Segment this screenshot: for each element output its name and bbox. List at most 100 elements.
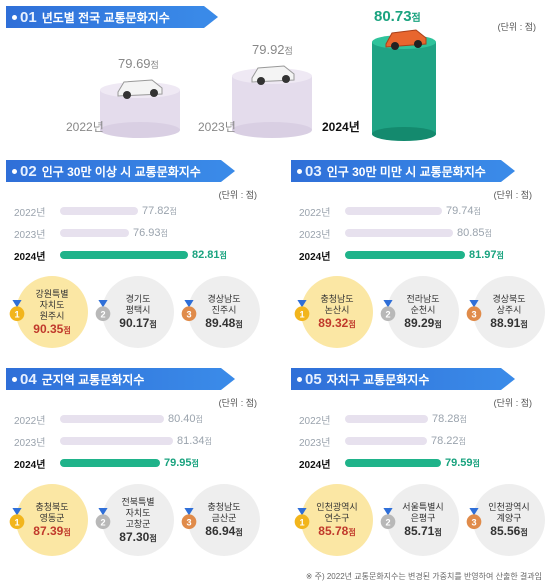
section-title: 04 군지역 교통문화지수 bbox=[6, 368, 235, 390]
bar-value: 79.74점 bbox=[446, 205, 481, 217]
year-label-2022: 2022년 bbox=[66, 120, 104, 134]
section-04: 04 군지역 교통문화지수 (단위 : 점) 2022년 80.40점 2023년… bbox=[0, 368, 275, 568]
region-line2: 서울특별시 bbox=[402, 502, 444, 512]
region-line3: 진주시 bbox=[211, 305, 237, 315]
rank-circle-1: 인천광역시 연수구 85.78점 bbox=[301, 484, 373, 556]
bar-row: 2022년 78.28점 bbox=[299, 412, 467, 427]
bar-row: 2023년 78.22점 bbox=[299, 434, 466, 449]
medal-rank: 1 bbox=[299, 309, 304, 319]
bar-row: 2022년 80.40점 bbox=[14, 412, 203, 427]
medal-icon: 1 bbox=[294, 300, 310, 322]
rank-circle-1: 충청북도 영동군 87.39점 bbox=[16, 484, 88, 556]
medal-icon: 2 bbox=[95, 508, 111, 530]
region-line2: 인천광역시 bbox=[316, 502, 358, 512]
bar-value: 78.28점 bbox=[432, 413, 467, 425]
bar-row: 2024년 82.81점 bbox=[14, 248, 227, 263]
bar-row: 2022년 79.74점 bbox=[299, 204, 481, 219]
section-number: 05 bbox=[305, 370, 322, 388]
region-line3: 고창군 bbox=[125, 518, 151, 529]
medal-rank: 3 bbox=[186, 309, 191, 319]
car-icon bbox=[385, 29, 427, 50]
section-number: 01 bbox=[20, 8, 37, 26]
region-line3: 평택시 bbox=[125, 305, 151, 315]
medal-icon: 2 bbox=[380, 508, 396, 530]
region-line3: 영동군 bbox=[39, 513, 65, 523]
rank-circle-2: 서울특별시 은평구 85.71점 bbox=[387, 484, 459, 556]
region-line3: 상주시 bbox=[496, 305, 522, 315]
region-line1: 강원특별 bbox=[35, 288, 69, 299]
bar-row: 2023년 81.34점 bbox=[14, 434, 212, 449]
bullet-dot bbox=[12, 14, 17, 20]
bar-year-label: 2023년 bbox=[14, 437, 46, 449]
rank-circle-3: 충청남도 금산군 86.94점 bbox=[188, 484, 260, 556]
bar bbox=[60, 251, 188, 259]
bar bbox=[60, 459, 160, 467]
medal-icon: 2 bbox=[95, 300, 111, 322]
rank-circle-3: 경상북도 상주시 88.91점 bbox=[473, 276, 545, 348]
rank-score: 87.39점 bbox=[33, 524, 71, 538]
region-line3: 계양구 bbox=[496, 513, 522, 523]
medal-rank: 3 bbox=[471, 309, 476, 319]
bar-year-label: 2022년 bbox=[299, 415, 331, 427]
medal-rank: 1 bbox=[14, 517, 19, 527]
rank-score: 86.94점 bbox=[205, 524, 243, 538]
region-line1: 전북특별 bbox=[121, 496, 155, 507]
region-line2: 전라남도 bbox=[406, 294, 440, 304]
medal-rank: 3 bbox=[186, 517, 191, 527]
rank-score: 90.17점 bbox=[119, 316, 157, 330]
bar-value: 76.93점 bbox=[133, 227, 168, 239]
region-line2: 충청남도 bbox=[320, 294, 354, 304]
rank-score: 88.91점 bbox=[490, 316, 528, 330]
section-title: 05 자치구 교통문화지수 bbox=[291, 368, 515, 390]
rank-score: 90.35점 bbox=[33, 321, 71, 336]
region-line2: 경상남도 bbox=[207, 294, 241, 304]
rank-score: 87.30점 bbox=[119, 529, 157, 544]
yearly-cylinder-chart bbox=[100, 29, 436, 141]
bar bbox=[345, 459, 441, 467]
section-title-01: 01 년도별 전국 교통문화지수 bbox=[6, 6, 218, 28]
year-value-2024: 80.73점 bbox=[374, 8, 421, 25]
bar bbox=[345, 251, 465, 259]
rank-circle-2: 전북특별 자치도 고창군 87.30점 bbox=[102, 484, 174, 556]
region-line2: 자치도 bbox=[39, 299, 65, 310]
bar bbox=[345, 437, 427, 445]
region-line3: 은평구 bbox=[410, 513, 436, 523]
bar-value: 78.22점 bbox=[431, 435, 466, 447]
medal-icon: 1 bbox=[9, 300, 25, 322]
rank-circle-3: 인천광역시 계양구 85.56점 bbox=[473, 484, 545, 556]
unit-label: (단위 : 점) bbox=[497, 22, 536, 32]
bar-year-label: 2024년 bbox=[299, 459, 331, 471]
region-line2: 경기도 bbox=[125, 294, 151, 304]
medal-icon: 3 bbox=[181, 508, 197, 530]
bar-value: 80.85점 bbox=[457, 227, 492, 239]
bar-value: 79.59점 bbox=[445, 457, 480, 469]
medal-icon: 1 bbox=[9, 508, 25, 530]
bullet-dot bbox=[12, 168, 17, 174]
bar bbox=[60, 437, 173, 445]
bar bbox=[345, 207, 442, 215]
medal-rank: 2 bbox=[385, 517, 390, 527]
rank-score: 85.56점 bbox=[490, 524, 528, 538]
region-line2: 경상북도 bbox=[492, 294, 526, 304]
medal-rank: 1 bbox=[299, 517, 304, 527]
section-number: 02 bbox=[20, 162, 37, 180]
section-title-text: 자치구 교통문화지수 bbox=[326, 372, 430, 387]
bar-row: 2024년 79.95점 bbox=[14, 456, 199, 471]
bar-year-label: 2024년 bbox=[14, 251, 46, 263]
region-line2: 자치도 bbox=[125, 507, 151, 518]
region-line3: 연수구 bbox=[324, 513, 350, 523]
medal-rank: 1 bbox=[14, 309, 19, 319]
unit-label: (단위 : 점) bbox=[493, 398, 532, 408]
bar-value: 82.81점 bbox=[192, 249, 227, 261]
year-value-2023: 79.92점 bbox=[252, 42, 293, 57]
bar-year-label: 2022년 bbox=[14, 415, 46, 427]
bar-year-label: 2023년 bbox=[299, 437, 331, 449]
bar bbox=[60, 415, 164, 423]
car-icon bbox=[251, 65, 295, 85]
bar-row: 2023년 76.93점 bbox=[14, 226, 168, 241]
rank-circle-2: 경기도 평택시 90.17점 bbox=[102, 276, 174, 348]
medal-icon: 3 bbox=[466, 300, 482, 322]
region-line3: 순천시 bbox=[410, 305, 436, 315]
medal-icon: 3 bbox=[466, 508, 482, 530]
bar bbox=[60, 229, 129, 237]
